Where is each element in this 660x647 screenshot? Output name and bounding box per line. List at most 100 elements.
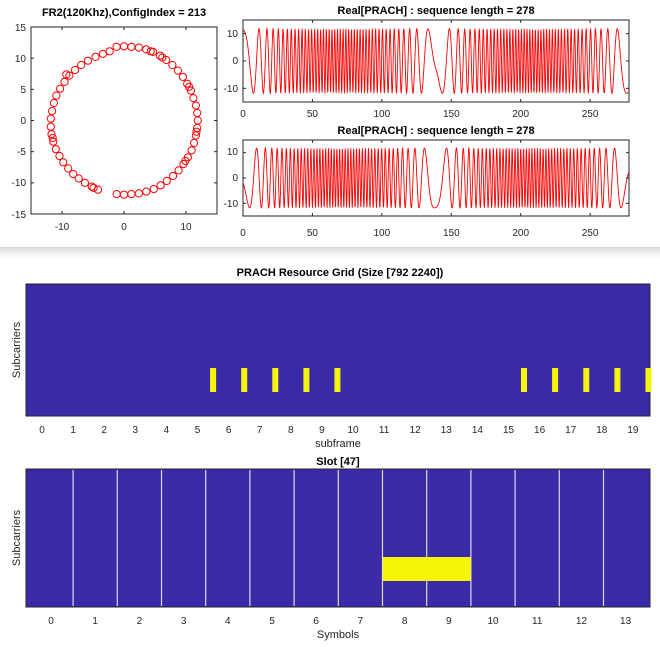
slot-xlabel: Symbols: [317, 629, 360, 641]
scatter-point: [49, 98, 59, 108]
tick-label: 15: [503, 425, 515, 436]
scatter-point: [192, 127, 201, 136]
constellation-plot: FR2(120Khz),ConfigIndex = 213 -10 0 10 1…: [12, 7, 218, 233]
bottom-figure: PRACH Resource Grid (Size [792 2240]) 0 …: [0, 259, 660, 642]
real-plot-1-title: Real[PRACH] : sequence length = 278: [337, 5, 534, 17]
tick-label: 14: [472, 425, 484, 436]
tick-label: 150: [443, 228, 460, 239]
tick-label: -10: [55, 222, 70, 233]
constellation-x-tick-labels: -10 0 10: [55, 222, 192, 233]
tick-label: 10: [15, 54, 27, 65]
tick-label: 12: [410, 425, 422, 436]
scatter-point: [134, 43, 143, 52]
scatter-point: [60, 77, 69, 87]
tick-label: 5: [269, 616, 275, 627]
scatter-point: [162, 176, 171, 186]
scatter-point: [70, 65, 80, 75]
resource-grid-axes: [25, 283, 651, 417]
scatter-point: [156, 181, 165, 190]
real-plot-1-y-tick-labels: 10 0 -10: [224, 29, 239, 95]
tick-label: 250: [582, 109, 599, 120]
tick-label: 13: [441, 425, 453, 436]
scatter-point: [46, 122, 55, 131]
tick-label: 1: [70, 425, 76, 436]
tick-label: 7: [358, 616, 364, 627]
tick-label: 3: [133, 425, 139, 436]
tick-label: 10: [487, 616, 499, 627]
scatter-point: [59, 158, 68, 167]
scatter-point: [74, 174, 83, 183]
tick-label: 17: [565, 425, 577, 436]
resource-grid-xlabel: subframe: [315, 438, 361, 450]
real-plot-1-x-tick-labels: 0 50 100 150 200 250: [240, 109, 599, 120]
scatter-point: [191, 131, 200, 140]
tick-label: 8: [288, 425, 294, 436]
slot-x-tick-labels: 0 1 2 3 4 5 6 7 8 9 10 11 12 13: [48, 616, 631, 627]
scatter-point: [69, 170, 78, 179]
slot-title: Slot [47]: [316, 456, 360, 468]
tick-label: 15: [15, 23, 27, 34]
tick-label: 5: [195, 425, 201, 436]
prach-occupied-block: [521, 368, 527, 392]
scatter-point: [146, 47, 155, 56]
tick-label: 9: [319, 425, 325, 436]
tick-label: 10: [347, 425, 359, 436]
tick-label: 2: [137, 616, 143, 627]
scatter-point: [91, 52, 100, 62]
tick-label: 10: [227, 147, 239, 158]
scatter-point: [64, 164, 73, 173]
tick-label: -5: [17, 147, 26, 158]
tick-label: 10: [227, 29, 239, 40]
real-plot-1-ticks: [242, 20, 629, 102]
prach-occupied-block: [334, 368, 341, 392]
scatter-point: [46, 114, 55, 123]
scatter-point: [51, 145, 60, 154]
scatter-point: [193, 123, 202, 133]
tick-label: 12: [576, 616, 588, 627]
scatter-point: [191, 101, 200, 110]
tick-label: 3: [181, 616, 187, 627]
tick-label: 100: [373, 109, 390, 120]
tick-label: 11: [532, 616, 543, 627]
tick-label: 0: [240, 109, 246, 120]
scatter-point: [52, 91, 61, 100]
scatter-point: [77, 60, 86, 70]
real-plot-2-ticks: [242, 140, 629, 216]
tick-label: 16: [534, 425, 546, 436]
tick-label: -10: [12, 178, 27, 189]
scatter-point: [178, 72, 187, 82]
tick-label: 9: [446, 616, 452, 627]
constellation-title: FR2(120Khz),ConfigIndex = 213: [42, 7, 206, 19]
top-figure-canvas: FR2(120Khz),ConfigIndex = 213 -10 0 10 1…: [12, 5, 630, 239]
tick-label: 50: [307, 109, 319, 120]
tick-label: 2: [101, 425, 107, 436]
tick-label: 4: [225, 616, 231, 627]
tick-label: 200: [512, 228, 529, 239]
real-plot-2-title: Real[PRACH] : sequence length = 278: [337, 125, 534, 137]
tick-label: -15: [12, 210, 27, 221]
prach-occupied-block: [272, 368, 279, 392]
constellation-ticks: [31, 26, 217, 215]
constellation-y-tick-labels: 15 10 5 0 -5 -10 -15: [12, 23, 27, 221]
prach-occupied-block: [583, 368, 590, 392]
tick-label: 0: [20, 116, 26, 127]
scatter-point: [112, 190, 121, 199]
resource-grid-title: PRACH Resource Grid (Size [792 2240]): [237, 267, 444, 279]
tick-label: 7: [257, 425, 263, 436]
scatter-point: [149, 185, 158, 194]
tick-label: 0: [240, 228, 246, 239]
prach-occupied-block: [614, 368, 621, 392]
slot-ylabel: Subcarriers: [11, 509, 23, 566]
scatter-point: [55, 151, 64, 161]
scatter-point: [142, 187, 151, 196]
tick-label: 10: [180, 222, 192, 233]
real-prach-plot-1: Real[PRACH] : sequence length = 278 0 50…: [224, 5, 630, 120]
tick-label: 4: [164, 425, 170, 436]
scatter-point: [168, 171, 178, 181]
scatter-point: [187, 146, 196, 155]
tick-label: 50: [307, 228, 319, 239]
scatter-point: [62, 70, 71, 79]
slot-symbol-boundaries: [72, 470, 605, 606]
prach-occupied-block: [303, 368, 310, 392]
tick-label: 200: [512, 109, 529, 120]
